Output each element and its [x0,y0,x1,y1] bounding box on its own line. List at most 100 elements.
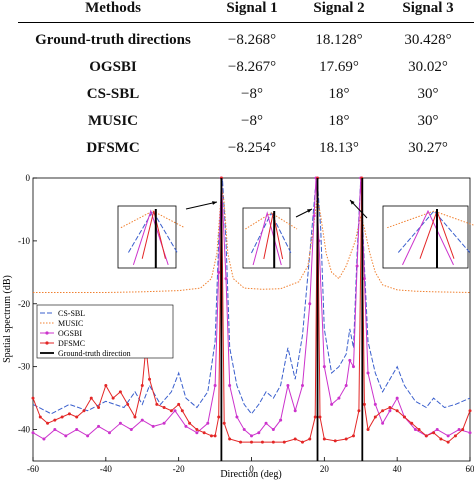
data-point [140,384,144,388]
data-point [388,409,392,413]
data-point [118,390,122,394]
data-point [180,409,184,413]
data-point [344,437,348,441]
data-point [395,409,399,413]
data-point [362,402,366,406]
data-point [129,428,133,432]
data-point [435,428,439,432]
table-row: Ground-truth directions −8.268° 18.128° … [18,27,474,54]
row-method: OGSBI [89,59,137,75]
data-point [381,421,385,425]
zoom-inset-trace [252,211,282,266]
data-point [75,428,79,432]
x-tick-label: 40 [393,464,403,474]
zoom-inset-trace [245,212,298,230]
x-tick-label: 60 [466,464,474,474]
data-point [195,431,199,435]
data-point [148,377,152,381]
data-point [75,415,79,419]
data-point [104,384,108,388]
data-point [111,396,115,400]
data-point [318,415,322,419]
series-line-cs-sbl [32,177,471,415]
data-point [468,431,472,435]
data-point [282,440,286,444]
data-point [330,402,334,406]
y-tick-label: -40 [18,425,30,435]
x-tick-label: -20 [173,464,185,474]
data-point [424,434,428,438]
data-point [271,428,275,432]
data-point [264,421,268,425]
data-point [308,437,312,441]
data-point [217,415,221,419]
data-point [410,421,414,425]
data-point [235,415,239,419]
results-table: Methods Signal 1 Signal 2 Signal 3 Groun… [18,0,474,162]
row-signal-2: 18° [328,86,350,102]
data-point [373,415,377,419]
legend-marker [45,341,49,345]
legend-label: CS-SBL [58,309,85,318]
row-signal-3: 30.27° [408,140,448,156]
data-point [97,424,101,428]
data-point [162,406,166,410]
data-point [151,424,155,428]
data-point [213,384,217,388]
data-point [188,421,192,425]
data-point [395,396,399,400]
row-signal-3: 30° [417,113,439,129]
data-point [348,358,352,362]
data-point [308,302,312,306]
data-point [250,440,253,444]
data-point [173,409,177,413]
row-signal-2: 18° [328,113,350,129]
header-signal-2: Signal 2 [313,0,365,16]
data-point [322,437,326,441]
legend-label: MUSIC [58,319,83,328]
data-point [60,415,64,419]
data-point [53,428,57,432]
legend-label: OGSBI [58,329,82,338]
data-point [82,409,86,413]
y-tick-label: -30 [18,362,30,372]
row-signal-3: 30.02° [408,59,448,75]
x-axis-label: Direction (deg) [220,469,281,480]
data-point [279,418,283,422]
data-point [322,365,326,369]
data-point [388,406,392,410]
data-point [239,440,243,444]
x-tick-label: -40 [100,464,112,474]
zoom-arrow [185,201,218,210]
header-signal-1: Signal 1 [226,0,278,16]
data-point [381,409,385,413]
data-point [206,421,210,425]
data-point [313,415,317,419]
row-method: DFSMC [86,140,140,156]
row-signal-2: 18.13° [319,140,359,156]
data-point [300,384,304,388]
zoom-arrowhead [212,201,217,205]
row-signal-3: 30° [417,86,439,102]
zoom-inset-trace [397,210,471,253]
row-method: Ground-truth directions [35,32,191,48]
data-point [31,431,35,435]
row-signal-1: −8° [241,86,263,102]
data-point [222,421,226,425]
data-point [169,409,173,413]
zoom-arrowhead [307,209,312,213]
data-point [228,437,232,441]
table-row: MUSIC −8° 18° 30° [18,108,474,135]
row-signal-1: −8° [241,113,263,129]
axis-ticks: -60 -40 -20 0 20 40 60 -40 -30 -20 -10 0 [18,173,474,474]
data-point [126,402,130,406]
data-point [217,270,221,274]
data-point [461,428,465,432]
header-methods: Methods [85,0,141,16]
data-point [344,384,348,388]
data-point [293,409,297,413]
series-line-music [33,190,471,293]
table-row: CS-SBL −8° 18° 30° [18,81,474,108]
data-point [184,424,188,428]
